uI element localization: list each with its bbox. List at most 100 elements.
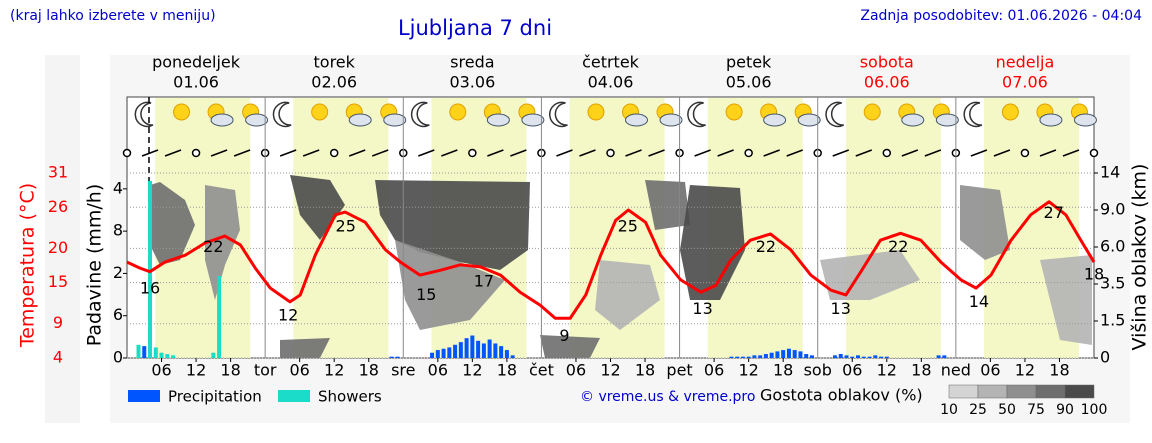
cloud-area	[280, 338, 330, 358]
day-date: 05.06	[726, 73, 772, 92]
temperature-label: 16	[140, 278, 160, 297]
x-tick-label: 18	[635, 361, 655, 380]
chart-title: Ljubljana 7 dni	[398, 16, 552, 40]
credit: © vreme.us & vreme.pro	[580, 389, 755, 405]
sun-icon	[587, 103, 605, 121]
wind-barb	[855, 149, 873, 157]
precipitation-bar	[453, 344, 458, 358]
precipitation-bar	[879, 356, 884, 358]
x-tick-label: 12	[324, 361, 344, 380]
note-right: Zadnja posodobitev: 01.06.2026 - 04:04	[860, 8, 1142, 24]
wind-barb	[348, 149, 366, 157]
legend-swatch	[128, 390, 160, 402]
day-short-label: pet	[666, 361, 692, 380]
x-tick-label: 06	[289, 361, 309, 380]
note-left: (kraj lahko izberete v meniju)	[10, 8, 216, 24]
precipitation-bar	[856, 355, 861, 358]
precipitation-bar	[447, 347, 452, 358]
day-name: sobota	[860, 53, 914, 72]
wind-barb	[1062, 149, 1080, 157]
moon-icon	[687, 101, 706, 128]
temperature-tick-label: 20	[48, 238, 68, 257]
cloud-density-level: 75	[1027, 402, 1045, 418]
cloud-density-legend-title: Gostota oblakov (%)	[760, 386, 923, 405]
precipitation-axis-title: Padavine (mm/h)	[84, 184, 106, 347]
wind-barb	[302, 149, 320, 157]
wind-barb	[832, 149, 850, 157]
precipitation-bar	[861, 356, 866, 358]
precipitation-bar	[464, 338, 469, 358]
cloud-icon	[1073, 113, 1097, 127]
wind-calm	[468, 148, 477, 158]
cloud-height-tick-label: 1.5	[1100, 311, 1125, 330]
x-tick-label: 12	[462, 361, 482, 380]
cloud-area	[960, 185, 1010, 260]
precipitation-bar	[430, 352, 435, 358]
precipitation-bar	[763, 354, 768, 358]
precipitation-bar	[395, 356, 400, 358]
sun-icon	[725, 103, 743, 121]
precipitation-bar	[769, 352, 774, 358]
cloud-area	[595, 260, 660, 330]
wind-barb	[510, 149, 527, 157]
cloud-density-level: 10	[940, 402, 958, 418]
precipitation-bar	[211, 352, 216, 358]
daylight-band	[845, 98, 941, 358]
cloud-density-swatch	[1064, 384, 1095, 399]
precipitation-bar	[165, 354, 170, 358]
precipitation-bar	[809, 355, 814, 358]
precipitation-bar	[476, 340, 481, 358]
daylight-band	[293, 98, 389, 358]
precipitation-tick-label: 8	[113, 221, 123, 240]
day-name: ponedeljek	[152, 53, 241, 72]
temperature-axis-title: Temperatura (°C)	[17, 183, 39, 348]
wind-barb	[694, 149, 711, 157]
temperature-label: 13	[692, 299, 712, 318]
x-tick-label: 18	[497, 361, 517, 380]
wind-barb	[579, 149, 596, 157]
precipitation-bar	[873, 355, 878, 358]
precipitation-bar	[936, 355, 941, 358]
day-name: četrtek	[582, 53, 640, 72]
cloud-icon	[486, 113, 510, 127]
x-tick-label: 12	[186, 361, 206, 380]
precipitation-bar	[884, 356, 889, 358]
x-tick-label: 12	[1015, 361, 1035, 380]
precipitation-bar	[781, 350, 786, 358]
precipitation-bar	[458, 342, 463, 358]
wind-barb	[924, 149, 942, 157]
x-tick-label: 12	[738, 361, 758, 380]
cloud-density-level: 25	[969, 402, 987, 418]
moon-icon	[134, 101, 154, 128]
precipitation-bar	[832, 355, 837, 358]
temperature-label: 22	[756, 237, 776, 256]
temperature-label: 14	[969, 292, 989, 311]
temperature-label: 17	[474, 271, 494, 290]
x-tick-label: 18	[220, 361, 240, 380]
cloud-icon	[383, 113, 407, 127]
wind-barb	[233, 149, 251, 157]
precipitation-bar	[504, 350, 509, 358]
precipitation-bar	[792, 350, 797, 358]
precipitation-bar	[217, 276, 222, 358]
cloud-density-swatch	[977, 384, 1008, 399]
wind-barb	[763, 149, 780, 157]
cloud-density-level: 90	[1056, 402, 1074, 418]
day-name: sreda	[450, 53, 494, 72]
cloud-density-level: 100	[1081, 402, 1108, 418]
cloud-height-tick-label: 9.0	[1100, 200, 1125, 219]
cloud-density-swatch	[1006, 384, 1037, 399]
cloud-height-tick-label: 3.5	[1100, 274, 1125, 293]
wind-barb	[556, 149, 573, 157]
precipitation-bar	[746, 356, 751, 358]
x-tick-label: 06	[566, 361, 586, 380]
cloud-area	[205, 185, 240, 300]
cloud-density-swatch	[1035, 384, 1066, 399]
wind-barb	[371, 149, 389, 157]
wind-barb	[210, 149, 228, 157]
legend-swatch	[278, 390, 310, 402]
cloud-icon	[625, 113, 648, 127]
x-tick-label: 18	[1049, 361, 1069, 380]
wind-barb	[487, 149, 504, 157]
sun-icon	[449, 103, 467, 121]
